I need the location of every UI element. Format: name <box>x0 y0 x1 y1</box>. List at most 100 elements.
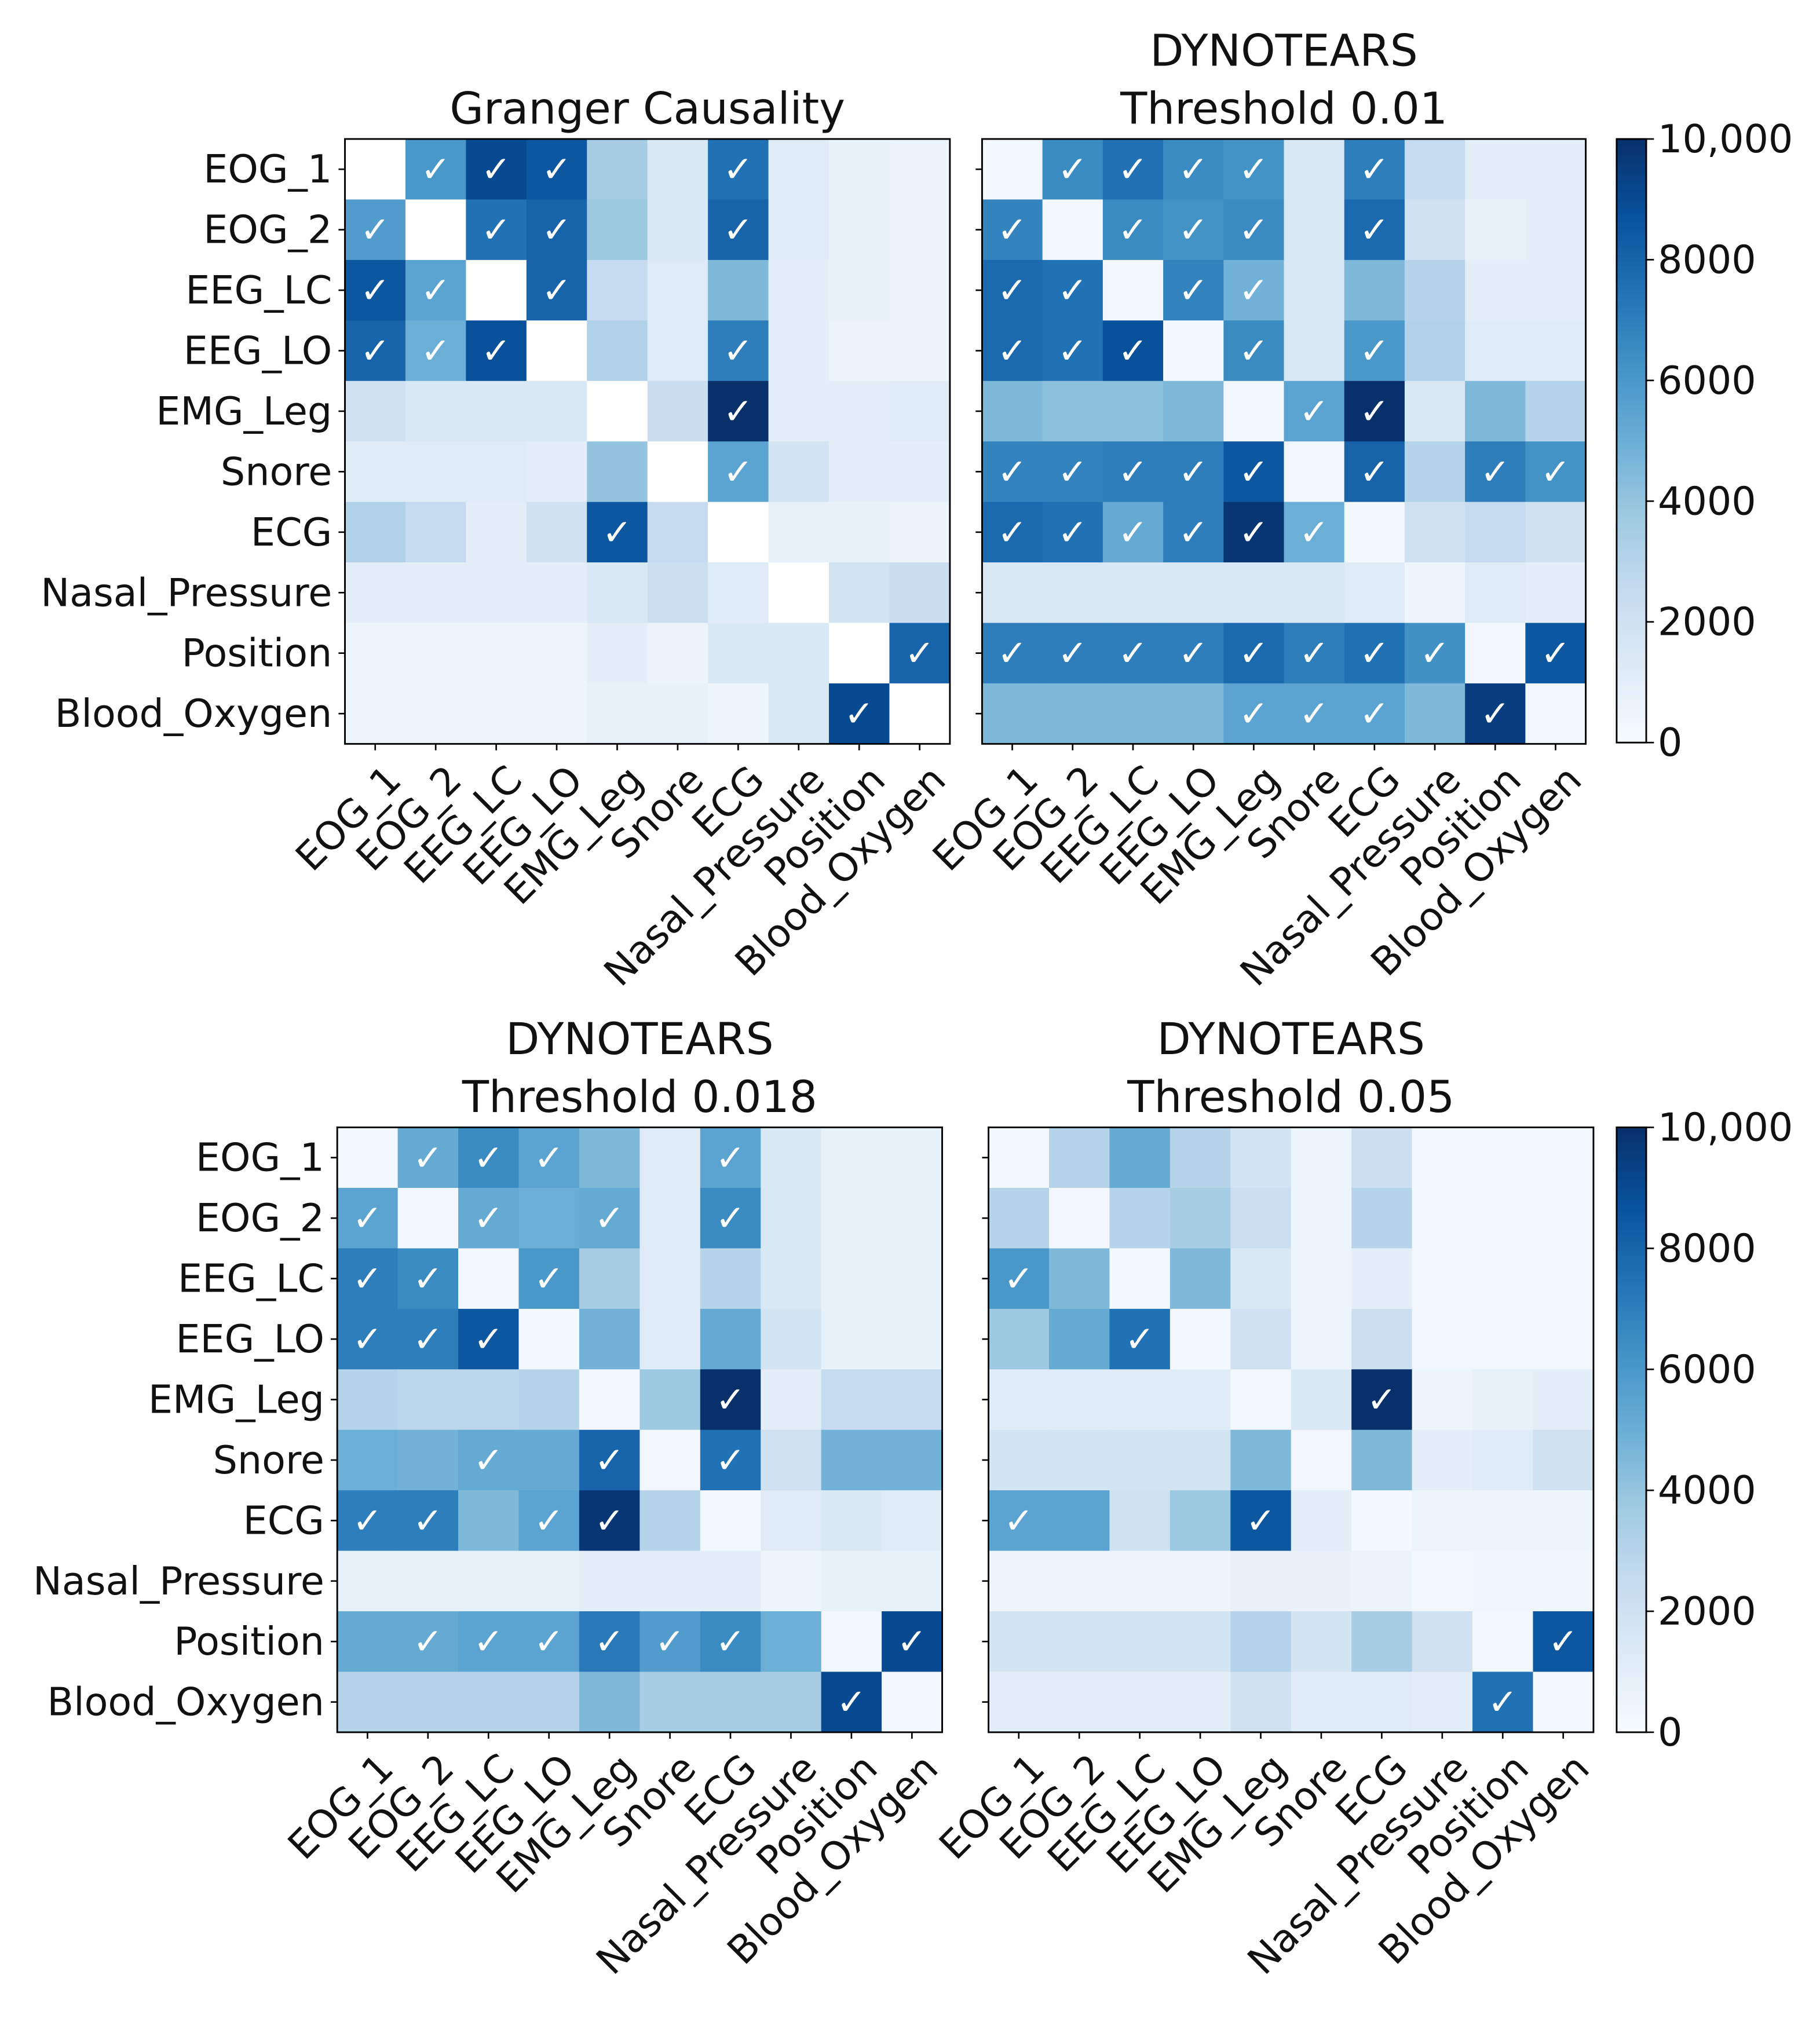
cell-eeg-lo-position <box>829 320 890 382</box>
cell-snore-blood-oxygen <box>889 441 951 503</box>
cell-eeg-lo-eeg-lo <box>1170 1308 1231 1370</box>
cell-snore-eog-2 <box>1042 441 1103 503</box>
cell-blood-oxygen-ecg <box>1351 1671 1413 1733</box>
check-mark: ✓ <box>534 1136 564 1179</box>
cell-snore-eog-1 <box>988 1429 1050 1491</box>
cell-eeg-lo-eeg-lo <box>526 320 588 382</box>
colorbar-tick-label: 10,000 <box>1658 116 1793 162</box>
cell-emg-leg-ecg <box>1351 1369 1413 1431</box>
cell-blood-oxygen-eog-1 <box>988 1671 1050 1733</box>
cell-eog-1-ecg <box>700 1127 762 1188</box>
cell-position-eeg-lc <box>466 623 527 684</box>
cell-eog-1-eeg-lc <box>1102 138 1164 200</box>
y-tick-label-nasal-pressure: Nasal_Pressure <box>41 570 332 615</box>
cell-eeg-lc-eog-2 <box>1048 1248 1110 1310</box>
cell-eog-1-emg-leg <box>1230 1127 1292 1188</box>
cell-eog-1-snore <box>639 1127 701 1188</box>
cell-eeg-lc-eog-2 <box>397 1248 459 1310</box>
cell-eeg-lo-snore <box>647 320 708 382</box>
check-mark: ✓ <box>534 1499 564 1542</box>
cell-eog-1-eog-2 <box>1048 1127 1110 1188</box>
cell-ecg-position <box>1472 1490 1534 1552</box>
cell-nasal-pressure-blood-oxygen <box>1533 1550 1594 1612</box>
y-tick-label-emg-leg: EMG_Leg <box>148 1377 324 1422</box>
check-mark: ✓ <box>594 1621 624 1663</box>
cell-eog-1-eog-1 <box>337 1127 399 1188</box>
cell-eog-1-position <box>1465 138 1526 200</box>
cell-eeg-lo-blood-oxygen <box>882 1308 943 1370</box>
check-mark: ✓ <box>1359 148 1390 191</box>
cell-eog-1-eeg-lo <box>1163 138 1225 200</box>
check-mark: ✓ <box>1125 1318 1155 1360</box>
check-mark: ✓ <box>473 1197 503 1239</box>
cell-blood-oxygen-ecg <box>700 1671 762 1733</box>
check-mark: ✓ <box>481 148 511 191</box>
cell-position-eog-2 <box>405 623 467 684</box>
cell-snore-eog-2 <box>397 1429 459 1491</box>
cell-nasal-pressure-emg-leg <box>579 1550 641 1612</box>
check-mark: ✓ <box>1238 330 1269 372</box>
cell-emg-leg-eog-2 <box>1048 1369 1110 1431</box>
check-mark: ✓ <box>594 1439 624 1481</box>
cell-eog-2-position <box>1472 1187 1534 1249</box>
panel-title-line: DYNOTEARS <box>1157 1014 1424 1065</box>
check-mark: ✓ <box>421 148 451 191</box>
cell-snore-emg-leg <box>587 441 648 503</box>
cell-eog-1-emg-leg <box>1223 138 1285 200</box>
colorbar-1: 0 2000 4000 6000 8000 10,000 <box>1616 116 1793 765</box>
check-mark: ✓ <box>897 1621 927 1663</box>
panel-title-line: DYNOTEARS <box>506 1014 773 1065</box>
cell-ecg-position <box>829 502 890 563</box>
cell-eeg-lc-position <box>829 259 890 321</box>
cell-snore-eeg-lc <box>466 441 527 503</box>
cell-nasal-pressure-eog-1 <box>337 1550 399 1612</box>
cell-ecg-snore <box>639 1490 701 1552</box>
cell-eeg-lc-eog-1 <box>982 259 1043 321</box>
panel-title-line: Threshold 0.05 <box>1127 1071 1454 1122</box>
cell-eeg-lo-ecg <box>700 1308 762 1370</box>
cell-eeg-lo-eeg-lc <box>1109 1308 1171 1370</box>
cell-position-position <box>1465 623 1526 684</box>
check-mark: ✓ <box>715 1136 745 1179</box>
cell-emg-leg-position <box>1465 381 1526 442</box>
cell-ecg-ecg <box>1344 502 1405 563</box>
cell-emg-leg-ecg <box>700 1369 762 1431</box>
cell-ecg-blood-oxygen <box>889 502 951 563</box>
check-mark: ✓ <box>1238 693 1269 735</box>
check-mark: ✓ <box>413 1499 443 1542</box>
check-mark: ✓ <box>715 1621 745 1663</box>
heatmap-panel-2: DYNOTEARS Threshold 0.01 ✓ ✓ ✓ ✓ ✓ ✓ ✓ ✓ ✓ ✓ ✓ ✓ ✓ ✓ ✓ ✓ ✓… <box>924 25 1590 994</box>
cell-eog-2-eog-1 <box>345 199 406 261</box>
check-mark: ✓ <box>1118 148 1148 191</box>
cell-eog-1-eeg-lo <box>1170 1127 1231 1188</box>
cell-ecg-eeg-lo <box>518 1490 580 1552</box>
cell-nasal-pressure-nasal-pressure <box>768 562 829 624</box>
cell-eog-1-ecg <box>708 138 769 200</box>
cell-blood-oxygen-snore <box>639 1671 701 1733</box>
check-mark: ✓ <box>1058 269 1088 312</box>
cell-blood-oxygen-emg-leg <box>1223 683 1285 745</box>
check-mark: ✓ <box>836 1681 867 1723</box>
check-mark: ✓ <box>1540 451 1570 493</box>
cell-nasal-pressure-eeg-lc <box>466 562 527 624</box>
cell-ecg-eog-2 <box>397 1490 459 1552</box>
cell-emg-leg-eog-2 <box>397 1369 459 1431</box>
colorbar-tick-label: 6000 <box>1658 1347 1756 1392</box>
y-tick-label-position: Position <box>182 631 332 676</box>
cell-eeg-lo-eog-1 <box>988 1308 1050 1370</box>
cell-blood-oxygen-eeg-lo <box>526 683 588 745</box>
check-mark: ✓ <box>542 269 572 312</box>
check-mark: ✓ <box>1178 451 1208 493</box>
cell-blood-oxygen-nasal-pressure <box>1412 1671 1473 1733</box>
cell-eeg-lo-emg-leg <box>587 320 648 382</box>
cell-emg-leg-emg-leg <box>1230 1369 1292 1431</box>
heatmap-panel-1: Granger Causality ✓ ✓ ✓ ✓ ✓ ✓ ✓ ✓ ✓ ✓ ✓ ✓ ✓ ✓ ✓ ✓ ✓ ✓ ✓ ✓ EOG… <box>41 83 954 994</box>
cell-eog-1-nasal-pressure <box>761 1127 822 1188</box>
check-mark: ✓ <box>1480 693 1510 735</box>
cell-position-ecg <box>1351 1611 1413 1673</box>
cell-emg-leg-ecg <box>1344 381 1405 442</box>
cell-ecg-eeg-lo <box>526 502 588 563</box>
cell-nasal-pressure-snore <box>1291 1550 1352 1612</box>
cell-ecg-eog-1 <box>345 502 406 563</box>
check-mark: ✓ <box>413 1257 443 1300</box>
